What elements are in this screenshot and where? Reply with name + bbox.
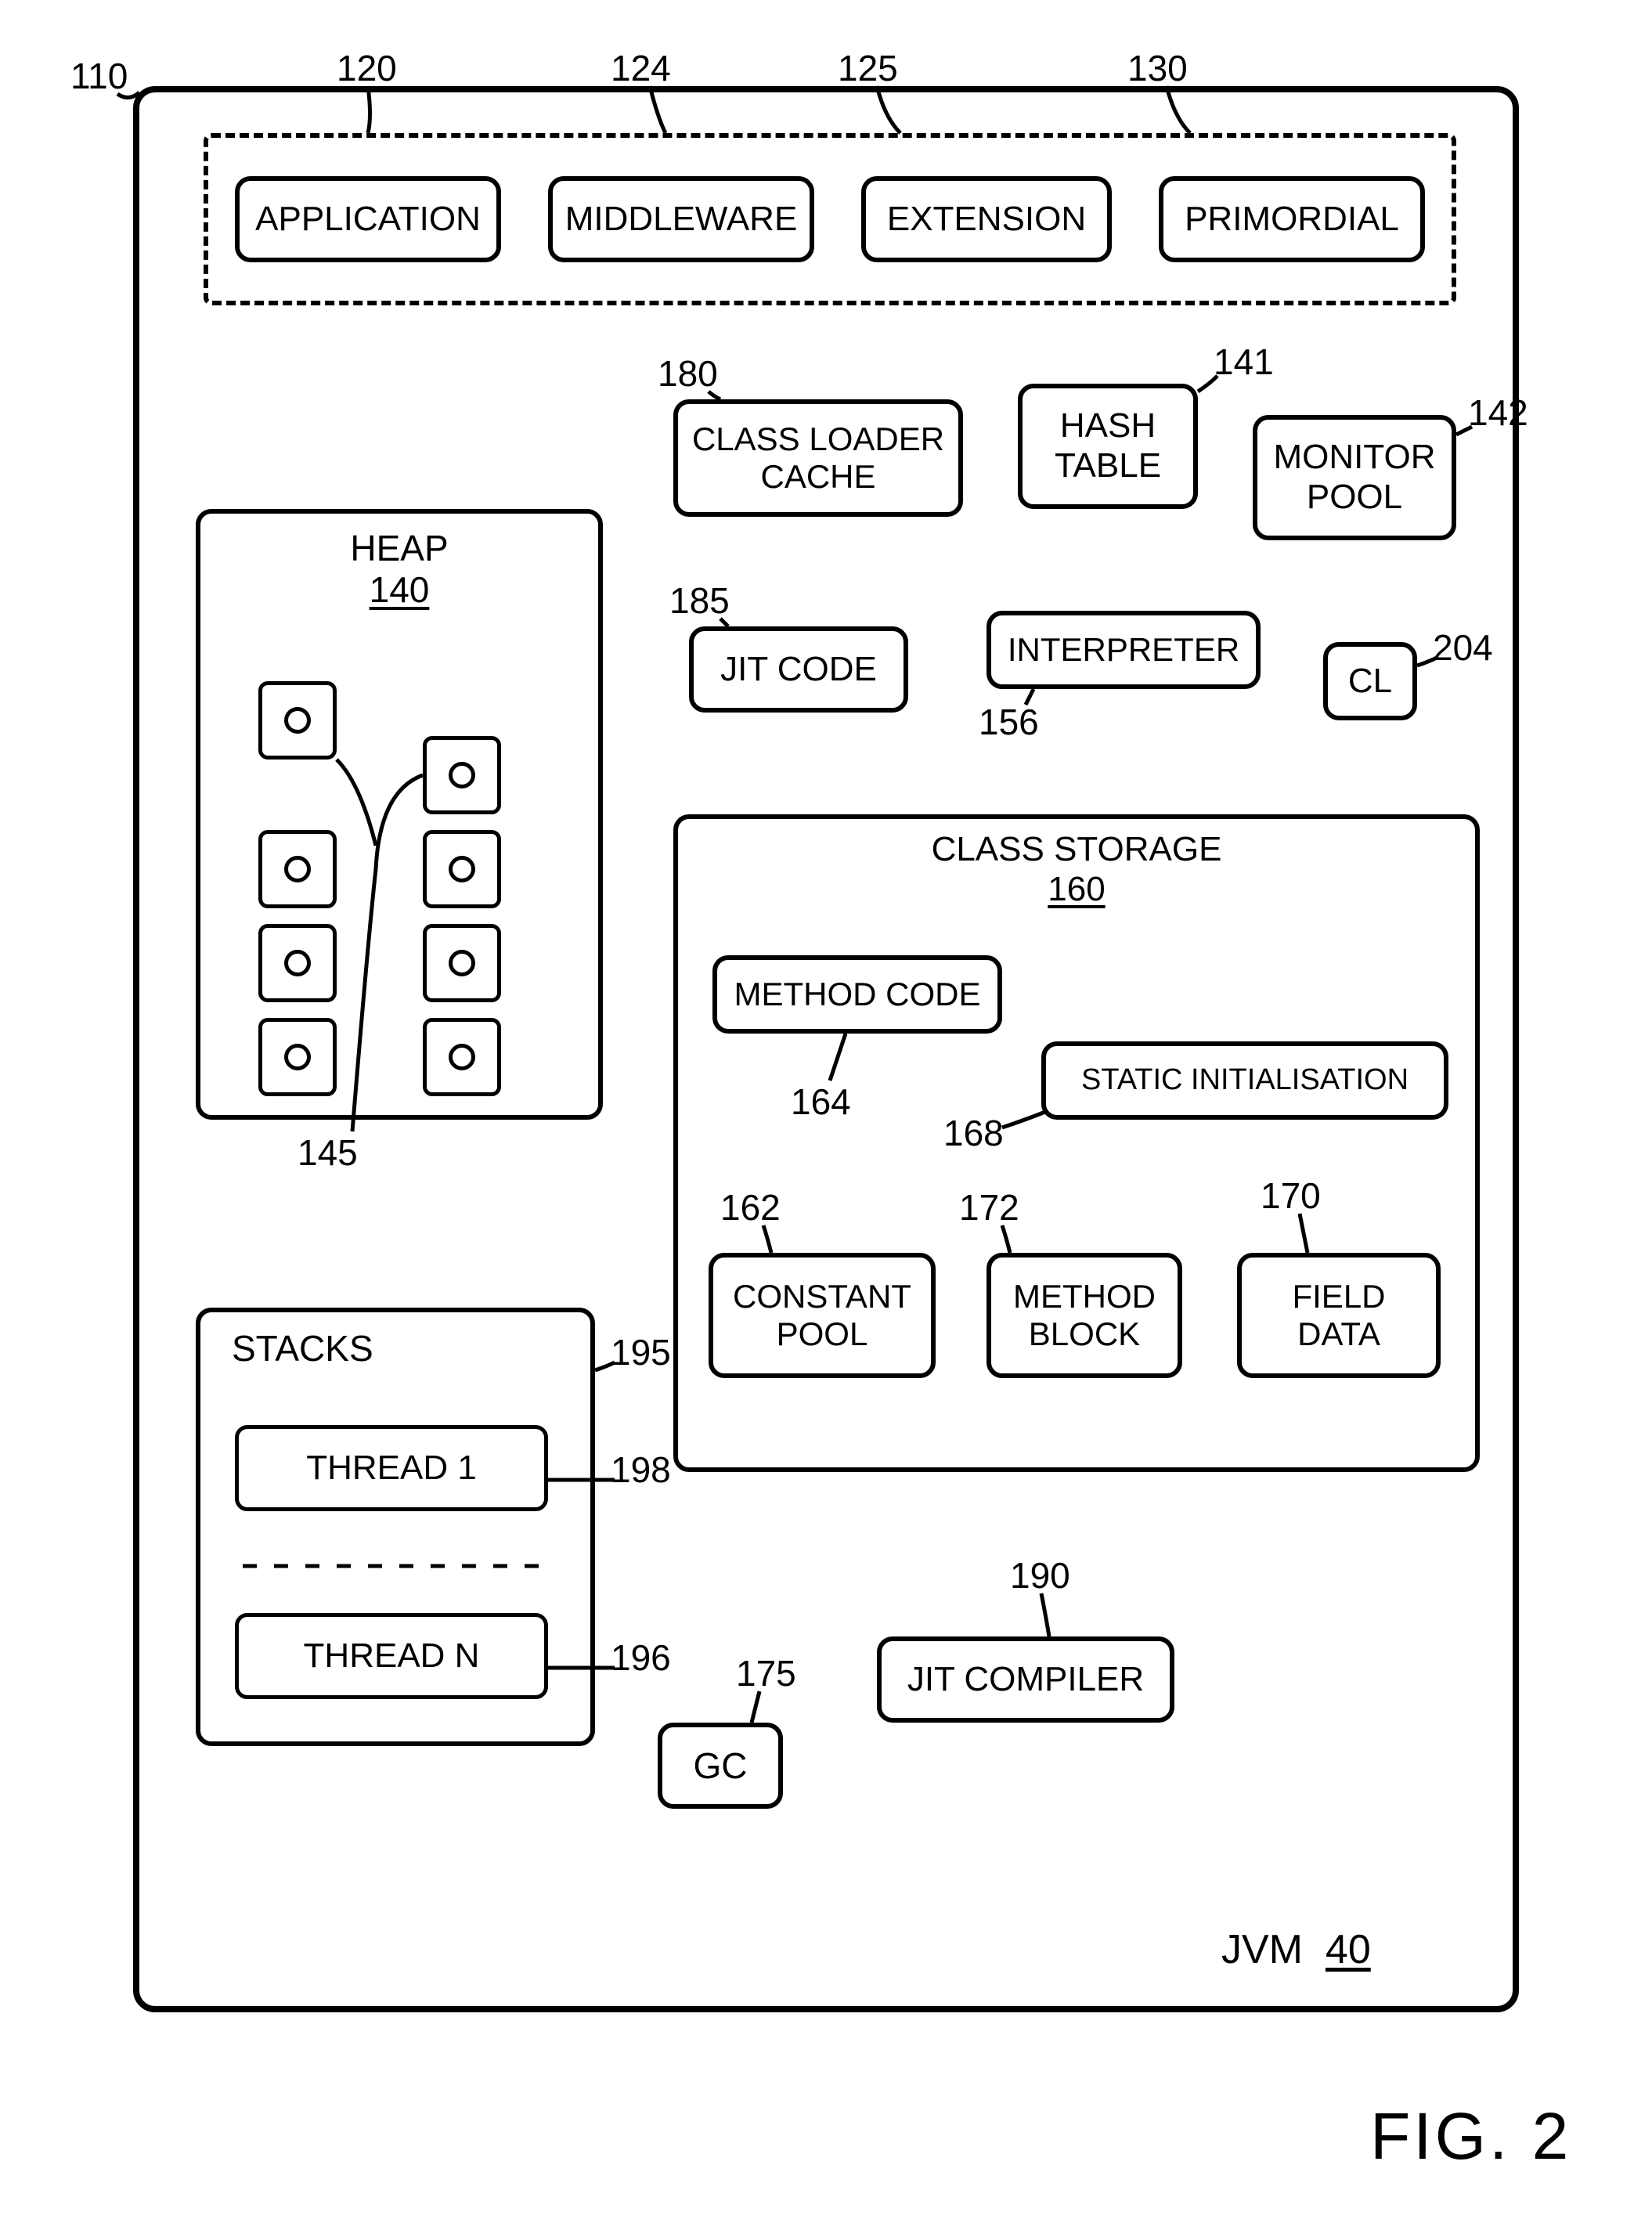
circle-icon — [284, 707, 311, 734]
primordial-label: PRIMORDIAL — [1185, 200, 1399, 240]
jit-code-label: JIT CODE — [720, 650, 877, 690]
circle-icon — [449, 856, 475, 882]
ref-110: 110 — [70, 55, 128, 97]
heap-obj-6 — [423, 924, 501, 1002]
thread-1-label: THREAD 1 — [306, 1449, 477, 1488]
static-init: STATIC INITIALISATION — [1041, 1041, 1448, 1120]
ref-185: 185 — [669, 579, 730, 622]
class-loader-cache-label: CLASS LOADER CACHE — [692, 420, 944, 496]
jvm-text: JVM — [1221, 1927, 1303, 1972]
jit-compiler: JIT COMPILER — [877, 1636, 1174, 1723]
heap-obj-7 — [258, 1018, 337, 1096]
field-data: FIELD DATA — [1237, 1253, 1441, 1378]
class-storage-ref: 160 — [1048, 870, 1105, 908]
gc-box: GC — [658, 1723, 783, 1809]
circle-icon — [449, 762, 475, 788]
gc-label: GC — [694, 1745, 748, 1787]
method-code-label: METHOD CODE — [734, 976, 981, 1013]
heap-ref: 140 — [370, 569, 430, 610]
extension-loader: EXTENSION — [861, 176, 1112, 262]
cl-box: CL — [1323, 642, 1417, 720]
cl-label: CL — [1348, 662, 1392, 702]
class-storage-title: CLASS STORAGE 160 — [932, 830, 1222, 909]
ref-141: 141 — [1214, 341, 1274, 383]
circle-icon — [449, 1044, 475, 1070]
heap-obj-8 — [423, 1018, 501, 1096]
extension-label: EXTENSION — [887, 200, 1086, 240]
ref-180: 180 — [658, 352, 718, 395]
circle-icon — [284, 856, 311, 882]
ref-190: 190 — [1010, 1554, 1070, 1597]
jit-code: JIT CODE — [689, 626, 908, 713]
ref-198: 198 — [611, 1449, 671, 1491]
heap-obj-5 — [258, 924, 337, 1002]
ref-172: 172 — [959, 1186, 1019, 1229]
middleware-loader: MIDDLEWARE — [548, 176, 814, 262]
field-data-label: FIELD DATA — [1292, 1278, 1385, 1354]
class-loader-cache: CLASS LOADER CACHE — [673, 399, 963, 517]
application-loader: APPLICATION — [235, 176, 501, 262]
hash-table: HASH TABLE — [1018, 384, 1198, 509]
jvm-label: JVM 40 — [1221, 1926, 1371, 1973]
ref-156: 156 — [979, 701, 1039, 743]
ref-168: 168 — [943, 1112, 1004, 1154]
ref-175: 175 — [736, 1652, 796, 1694]
ref-130: 130 — [1127, 47, 1188, 89]
heap-label: HEAP — [350, 528, 448, 568]
circle-icon — [284, 1044, 311, 1070]
ref-195: 195 — [611, 1331, 671, 1373]
ref-164: 164 — [791, 1081, 851, 1123]
circle-icon — [284, 950, 311, 976]
constant-pool: CONSTANT POOL — [709, 1253, 936, 1378]
middleware-label: MIDDLEWARE — [565, 200, 798, 240]
circle-icon — [449, 950, 475, 976]
jit-compiler-label: JIT COMPILER — [907, 1660, 1144, 1700]
ref-125: 125 — [838, 47, 898, 89]
interpreter: INTERPRETER — [987, 611, 1261, 689]
thread-n-label: THREAD N — [304, 1636, 480, 1676]
heap-title: HEAP 140 — [350, 528, 448, 611]
ref-124: 124 — [611, 47, 671, 89]
ref-142: 142 — [1468, 392, 1528, 434]
heap-obj-3 — [258, 830, 337, 908]
stacks-label: STACKS — [232, 1328, 373, 1369]
ref-170: 170 — [1261, 1175, 1321, 1217]
method-block: METHOD BLOCK — [987, 1253, 1182, 1378]
heap-box: HEAP 140 — [196, 509, 603, 1120]
application-label: APPLICATION — [255, 200, 481, 240]
method-code: METHOD CODE — [712, 955, 1002, 1034]
ref-196: 196 — [611, 1636, 671, 1679]
ref-162: 162 — [720, 1186, 781, 1229]
monitor-pool-label: MONITOR POOL — [1274, 438, 1436, 517]
jvm-ref: 40 — [1326, 1927, 1371, 1972]
class-storage-label: CLASS STORAGE — [932, 830, 1222, 868]
heap-obj-4 — [423, 830, 501, 908]
hash-table-label: HASH TABLE — [1055, 406, 1161, 485]
heap-obj-2 — [423, 736, 501, 814]
monitor-pool: MONITOR POOL — [1253, 415, 1456, 540]
primordial-loader: PRIMORDIAL — [1159, 176, 1425, 262]
interpreter-label: INTERPRETER — [1008, 631, 1239, 669]
ref-120: 120 — [337, 47, 397, 89]
thread-n: THREAD N — [235, 1613, 548, 1699]
figure-label: FIG. 2 — [1370, 2098, 1571, 2174]
page: 110 APPLICATION 120 MIDDLEWARE 124 EXTEN… — [0, 0, 1652, 2230]
static-init-label: STATIC INITIALISATION — [1081, 1063, 1409, 1098]
method-block-label: METHOD BLOCK — [1013, 1278, 1156, 1354]
ref-145: 145 — [298, 1131, 358, 1174]
ref-204: 204 — [1433, 626, 1493, 669]
constant-pool-label: CONSTANT POOL — [733, 1278, 911, 1354]
heap-obj-1 — [258, 681, 337, 760]
thread-1: THREAD 1 — [235, 1425, 548, 1511]
